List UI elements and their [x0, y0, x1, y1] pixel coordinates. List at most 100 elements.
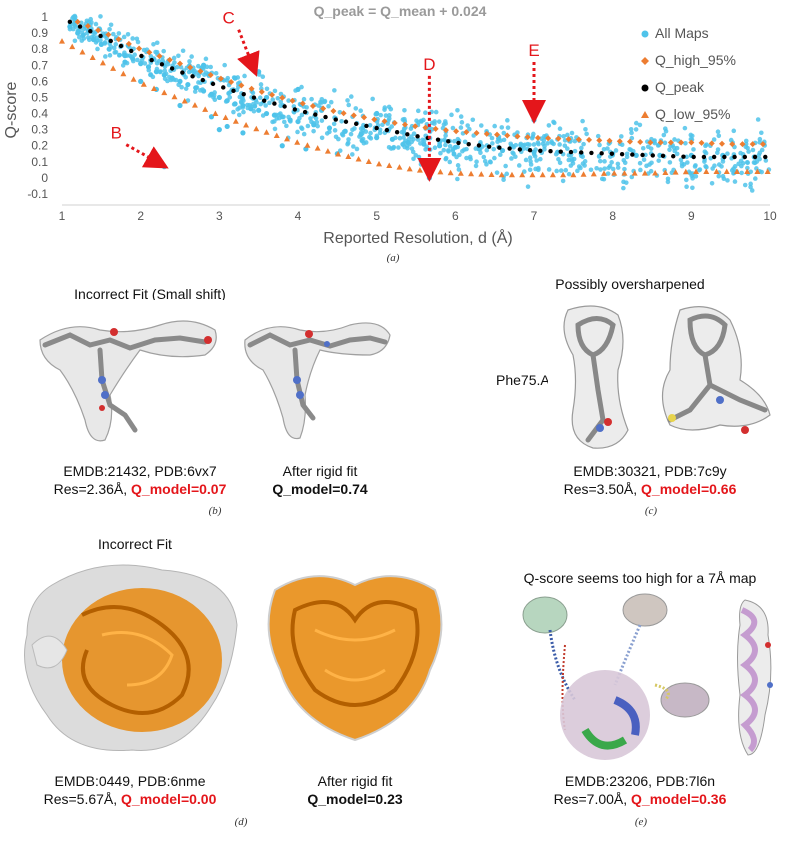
all-maps-point — [672, 137, 677, 142]
all-maps-point — [288, 119, 293, 124]
x-tick-label: 4 — [295, 209, 302, 223]
q-low-point — [202, 106, 209, 112]
all-maps-point — [154, 40, 160, 46]
all-maps-point — [391, 145, 396, 151]
q-peak-point — [405, 132, 410, 137]
all-maps-point — [339, 118, 344, 124]
all-maps-point — [511, 145, 516, 150]
panel-e-res: Res=7.00Å, Q_model=0.36 — [530, 790, 750, 808]
y-tick-label: -0.1 — [27, 187, 48, 201]
q-peak-point — [67, 19, 73, 25]
all-maps-point — [278, 111, 283, 116]
q-low-point — [641, 170, 648, 176]
panel-b-left-structure-image — [30, 300, 230, 450]
all-maps-point — [116, 31, 122, 36]
all-maps-point — [319, 135, 325, 141]
q-peak-point — [231, 88, 236, 94]
q-low-point — [447, 169, 454, 176]
q-peak-point — [364, 123, 369, 129]
all-maps-point — [187, 59, 192, 64]
all-maps-point — [235, 75, 241, 80]
all-maps-point — [192, 89, 198, 94]
q-high-point — [299, 100, 306, 107]
all-maps-point — [690, 171, 696, 176]
all-maps-point — [386, 144, 392, 150]
all-maps-point — [648, 146, 654, 151]
q-peak-point — [354, 121, 359, 127]
q-high-point — [596, 137, 603, 144]
all-maps-point — [332, 88, 337, 93]
all-maps-point — [746, 149, 751, 154]
q-high-point — [534, 134, 541, 141]
q-low-point — [631, 170, 638, 176]
all-maps-point — [545, 141, 550, 146]
all-maps-point — [602, 159, 607, 164]
all-maps-point — [557, 126, 563, 132]
panel-e-caption: EMDB:23206, PDB:7l6n Res=7.00Å, Q_model=… — [530, 772, 750, 808]
q-high-point — [391, 119, 398, 126]
all-maps-point — [605, 146, 610, 151]
all-maps-point — [183, 86, 189, 91]
all-maps-point — [212, 97, 218, 103]
chart-title: Q_peak = Q_mean + 0.024 — [314, 3, 487, 19]
all-maps-point — [436, 119, 442, 124]
all-maps-point — [222, 62, 227, 68]
all-maps-point — [558, 168, 564, 173]
all-maps-point — [95, 46, 100, 52]
all-maps-point — [656, 158, 662, 163]
x-tick-label: 7 — [531, 209, 538, 223]
all-maps-point — [383, 113, 389, 118]
q-low-point — [140, 81, 147, 87]
all-maps-point — [319, 118, 325, 123]
q-high-point — [105, 31, 112, 38]
all-maps-point — [579, 145, 584, 151]
q-high-point — [228, 79, 235, 86]
q-peak-point — [241, 91, 246, 97]
all-maps-point — [217, 95, 222, 101]
q-low-point — [263, 129, 270, 135]
all-maps-point — [633, 120, 639, 126]
all-maps-point — [731, 171, 736, 176]
all-maps-point — [167, 74, 172, 80]
all-maps-point — [613, 148, 619, 153]
all-maps-point — [744, 159, 750, 165]
x-tick-label: 2 — [137, 209, 144, 223]
q-low-point — [386, 162, 393, 168]
panel-c-title: Possibly oversharpened — [555, 276, 705, 292]
all-maps-point — [236, 112, 242, 118]
all-maps-point — [551, 119, 556, 125]
q-low-point — [222, 114, 229, 120]
q-low-point — [468, 170, 475, 177]
q-high-point — [565, 136, 572, 143]
q-peak-point — [302, 109, 308, 115]
all-maps-point — [358, 130, 364, 136]
panel-d-left-caption: EMDB:0449, PDB:6nme Res=5.67Å, Q_model=0… — [20, 772, 240, 808]
all-maps-point — [638, 167, 643, 173]
chart-annotations: B C D E — [111, 9, 546, 182]
q-high-point — [381, 118, 388, 125]
q-high-point — [442, 127, 449, 134]
q-high-point — [187, 64, 194, 71]
all-maps-point — [154, 60, 160, 66]
all-maps-point — [467, 126, 472, 132]
all-maps-point — [309, 96, 314, 102]
all-maps-point — [432, 145, 438, 151]
annotation-label: C — [223, 9, 235, 28]
q-low-point — [355, 155, 362, 162]
all-maps-point — [258, 82, 264, 87]
q-peak-point — [261, 98, 267, 103]
q-low-point — [345, 153, 352, 159]
all-maps-point — [286, 98, 291, 103]
panel-e-right-structure-image — [730, 595, 780, 760]
all-maps-point — [185, 98, 191, 103]
all-maps-point — [473, 146, 479, 151]
all-maps-point — [456, 167, 462, 172]
all-maps-point — [549, 139, 554, 144]
all-maps-point — [546, 123, 552, 128]
q-low-point — [488, 171, 495, 178]
all-maps-point — [173, 77, 179, 83]
all-maps-point — [742, 182, 748, 188]
q-high-point — [514, 133, 521, 140]
y-tick-label: 0.5 — [31, 90, 48, 104]
all-maps-point — [525, 184, 531, 189]
